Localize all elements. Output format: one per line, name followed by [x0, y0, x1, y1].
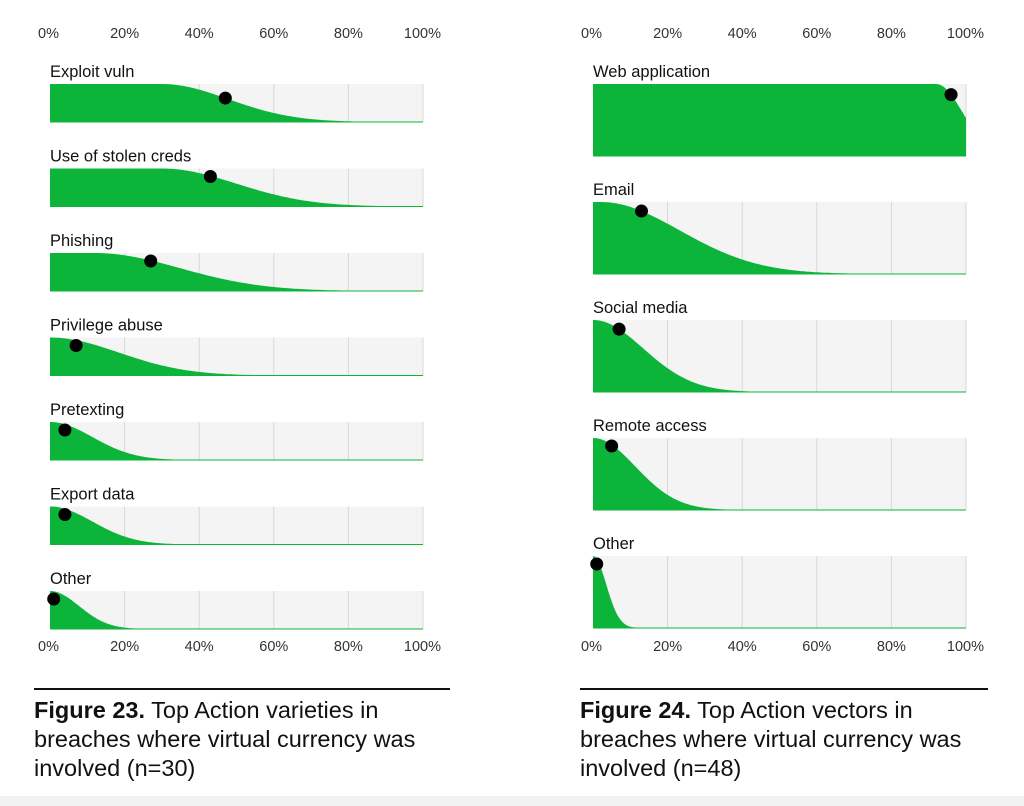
fig24-x-tick-top-5: 100% — [947, 26, 984, 42]
fig23-row-label: Pretexting — [50, 401, 124, 419]
fig24-x-tick-bottom-4: 80% — [877, 639, 906, 655]
fig24-area — [593, 320, 966, 392]
figure-23-panel: 0% 20% 40% 60% 80% 100% Exploit vuln Use of sto… — [0, 0, 512, 790]
figure-23-caption: Figure 23. Top Action varieties in breac… — [34, 688, 450, 783]
fig23-point — [203, 170, 217, 183]
fig23-x-tick-bottom-5: 100% — [404, 639, 441, 655]
fig24-x-tick-bottom-3: 60% — [802, 639, 831, 655]
fig24-row-4: Other — [590, 535, 967, 629]
fig23-x-tick-bottom-2: 40% — [185, 639, 214, 655]
fig23-row-5: Export data — [50, 486, 424, 545]
fig23-row-label: Export data — [50, 486, 135, 504]
fig24-row-0: Web application — [593, 63, 967, 157]
fig23-row-label: Phishing — [50, 232, 113, 250]
fig23-area — [50, 168, 423, 207]
fig23-x-tick-top-3: 60% — [259, 26, 288, 42]
figure-23-chart: 0% 20% 40% 60% 80% 100% Exploit vuln Use of sto… — [38, 26, 441, 655]
fig23-area — [50, 84, 423, 122]
fig23-x-tick-bottom-3: 60% — [259, 639, 288, 655]
fig24-x-tick-bottom-2: 40% — [728, 639, 757, 655]
fig23-row-background — [50, 591, 423, 629]
fig23-x-tick-top-2: 40% — [185, 26, 214, 42]
fig24-x-tick-top-3: 60% — [802, 26, 831, 42]
fig23-area — [50, 591, 423, 629]
fig23-point — [218, 91, 232, 105]
fig23-point — [58, 508, 72, 521]
figure-23-caption-text: Top Action varieties in breaches where v… — [34, 697, 416, 781]
fig24-row-label: Email — [593, 181, 634, 199]
fig24-x-tick-bottom-0: 0% — [581, 639, 602, 655]
fig23-row-2: Phishing — [50, 232, 424, 292]
fig23-x-tick-bottom-4: 80% — [334, 639, 363, 655]
fig23-row-0: Exploit vuln — [50, 63, 424, 123]
figure-24-caption-text: Top Action vectors in breaches where vir… — [580, 697, 962, 781]
fig24-x-tick-top-1: 20% — [653, 26, 682, 42]
fig24-row-label: Remote access — [593, 417, 707, 435]
fig23-point — [144, 254, 158, 268]
fig24-area — [593, 438, 966, 510]
fig23-area — [50, 253, 423, 291]
fig24-row-3: Remote access — [593, 417, 967, 511]
fig24-row-1: Email — [593, 181, 967, 275]
figure-24-panel: 0% 20% 40% 60% 80% 100% Web application Email So… — [540, 0, 1024, 790]
fig23-area — [50, 337, 423, 376]
fig24-row-label: Web application — [593, 63, 710, 81]
fig24-x-tick-bottom-1: 20% — [653, 639, 682, 655]
fig24-x-tick-top-0: 0% — [581, 26, 602, 42]
fig23-point — [69, 339, 83, 352]
fig24-point — [634, 204, 648, 218]
fig23-row-label: Use of stolen creds — [50, 148, 191, 166]
fig24-point — [590, 557, 604, 571]
fig24-row-background — [593, 556, 966, 628]
fig23-point — [47, 592, 61, 606]
fig23-x-tick-top-0: 0% — [38, 26, 59, 42]
figure-24-chart: 0% 20% 40% 60% 80% 100% Web application Email So… — [581, 26, 984, 655]
fig23-x-tick-bottom-1: 20% — [110, 639, 139, 655]
fig24-row-label: Other — [593, 535, 635, 553]
fig24-x-tick-top-4: 80% — [877, 26, 906, 42]
fig23-x-tick-bottom-0: 0% — [38, 639, 59, 655]
fig23-row-6: Other — [47, 570, 424, 630]
fig23-point — [58, 423, 72, 437]
figure-24-number: Figure 24. — [580, 697, 692, 723]
fig23-row-label: Privilege abuse — [50, 317, 163, 335]
figure-23-number: Figure 23. — [34, 697, 146, 723]
bottom-band — [0, 796, 1024, 806]
fig24-row-2: Social media — [593, 299, 967, 393]
fig24-area — [593, 84, 966, 156]
figure-24-caption: Figure 24. Top Action vectors in breache… — [580, 688, 988, 783]
fig24-row-label: Social media — [593, 299, 688, 317]
fig23-row-4: Pretexting — [50, 401, 424, 461]
fig24-x-tick-bottom-5: 100% — [947, 639, 984, 655]
fig24-x-tick-top-2: 40% — [728, 26, 757, 42]
fig24-point — [944, 88, 958, 102]
fig23-x-tick-top-5: 100% — [404, 26, 441, 42]
fig23-row-1: Use of stolen creds — [50, 148, 424, 207]
fig23-row-3: Privilege abuse — [50, 317, 424, 376]
fig24-point — [605, 439, 619, 453]
fig24-point — [612, 322, 626, 336]
fig24-area — [593, 202, 966, 274]
fig23-row-label: Exploit vuln — [50, 63, 134, 81]
fig23-row-label: Other — [50, 570, 92, 588]
fig23-area — [50, 506, 423, 545]
fig23-area — [50, 422, 423, 460]
fig23-x-tick-top-1: 20% — [110, 26, 139, 42]
fig23-x-tick-top-4: 80% — [334, 26, 363, 42]
